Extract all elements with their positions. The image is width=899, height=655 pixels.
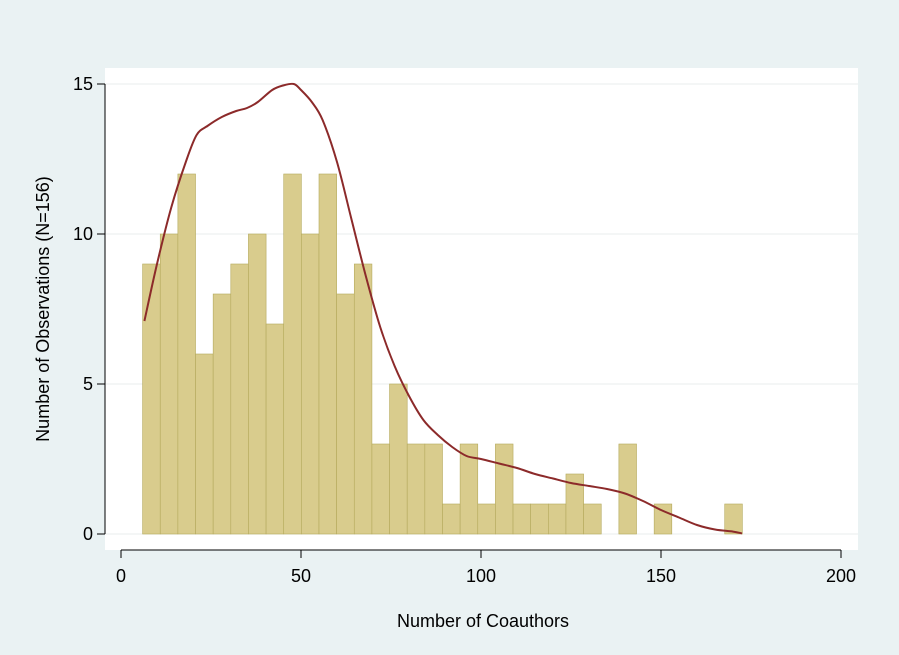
histogram-bar-4 [212, 293, 232, 535]
y-tick-label: 0 [83, 524, 93, 544]
x-tick-label: 100 [466, 566, 496, 586]
histogram-bar-1 [159, 233, 179, 535]
x-tick-label: 0 [116, 566, 126, 586]
histogram-bar-25 [583, 503, 602, 535]
density-curve [143, 82, 743, 535]
y-tick-label: 10 [73, 224, 93, 244]
histogram-bar-20 [495, 443, 514, 535]
x-tick-label: 200 [826, 566, 856, 586]
histogram-bar-7 [265, 323, 285, 535]
y-tick-label: 15 [73, 74, 93, 94]
y-tick-label: 5 [83, 374, 93, 394]
x-axis-title: Number of Coauthors [397, 611, 569, 631]
histogram-bar-14 [389, 383, 408, 535]
histogram-bar-22 [530, 503, 549, 535]
histogram-bar-9 [301, 233, 320, 535]
histogram-bar-0 [142, 263, 161, 535]
histogram-bar-33 [724, 503, 743, 535]
histogram-bar-2 [177, 173, 196, 535]
histogram-bar-21 [512, 503, 531, 535]
x-tick-label: 50 [291, 566, 311, 586]
histogram-bar-16 [424, 443, 443, 535]
histogram-bar-5 [230, 263, 249, 535]
histogram-bar-27 [618, 443, 637, 535]
histogram-bars [142, 173, 743, 535]
histogram-bar-17 [442, 503, 461, 535]
histogram-bar-6 [248, 233, 267, 535]
y-axis-title: Number of Observations (N=156) [33, 176, 53, 442]
histogram-bar-3 [195, 353, 214, 535]
histogram-bar-8 [283, 173, 302, 535]
histogram-bar-29 [653, 503, 673, 535]
x-tick-label: 150 [646, 566, 676, 586]
histogram-bar-19 [477, 503, 496, 535]
histogram-bar-13 [371, 443, 390, 535]
histogram-bar-15 [406, 443, 426, 535]
histogram-bar-11 [336, 293, 355, 535]
histogram-bar-18 [459, 443, 479, 535]
histogram-bar-23 [548, 503, 567, 535]
histogram-bar-10 [318, 173, 337, 535]
histogram-bar-12 [353, 263, 373, 535]
